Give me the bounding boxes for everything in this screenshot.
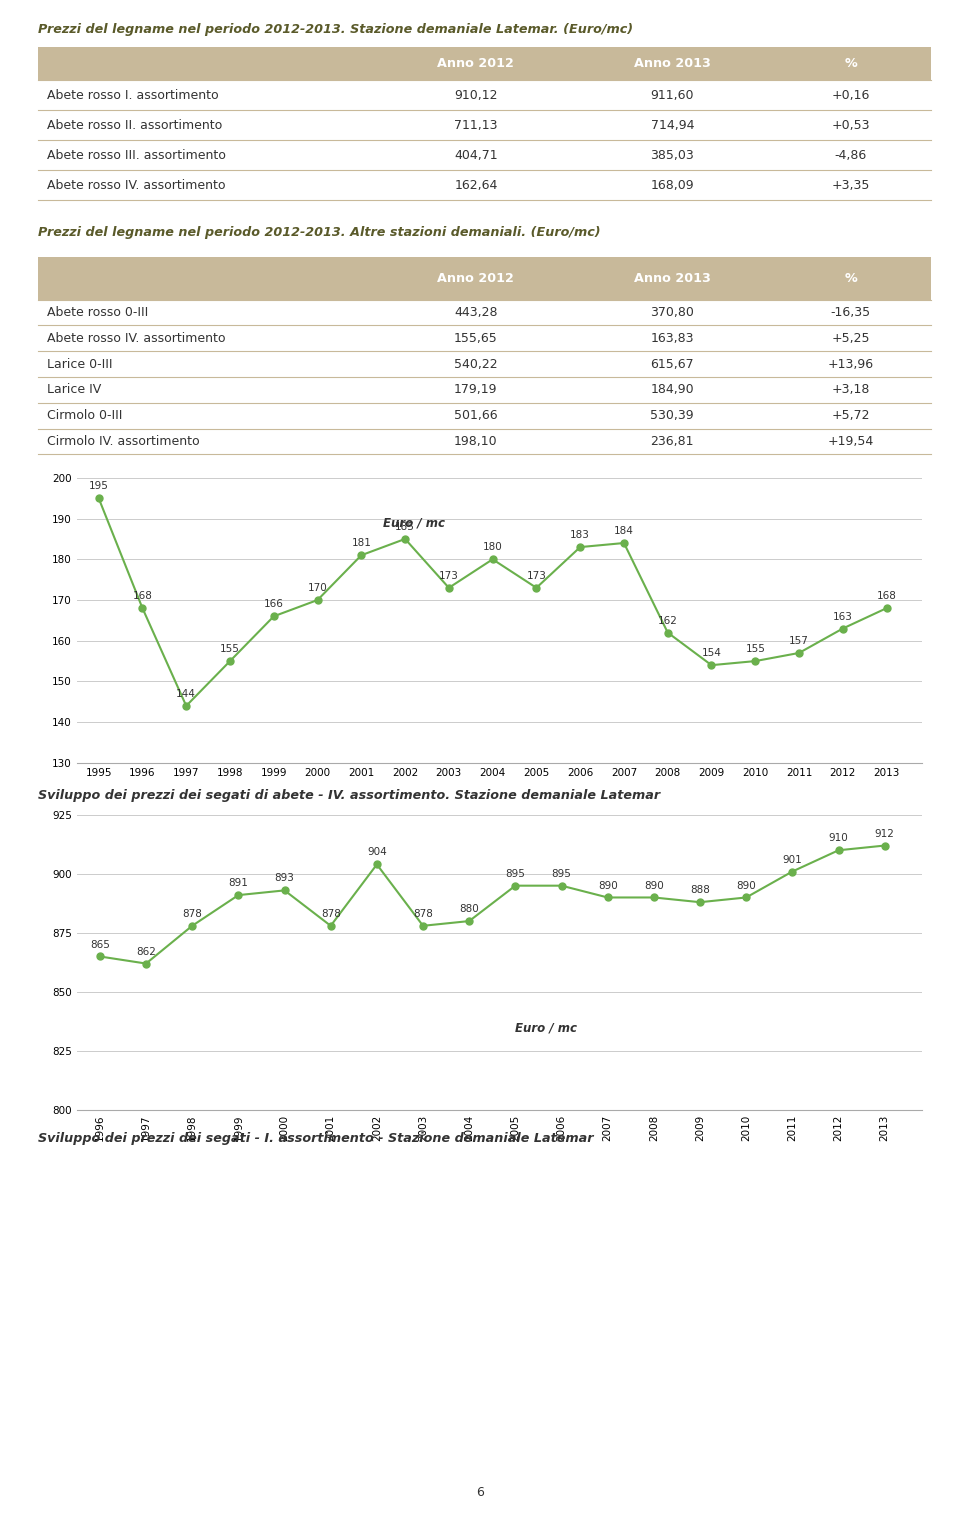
Text: Euro / mc: Euro / mc <box>383 517 445 529</box>
Text: Abete rosso 0-III: Abete rosso 0-III <box>47 307 149 319</box>
Text: 168: 168 <box>876 592 897 601</box>
Text: 540,22: 540,22 <box>454 358 497 371</box>
Text: 890: 890 <box>736 880 756 891</box>
Text: 144: 144 <box>177 689 196 698</box>
Text: 157: 157 <box>789 636 809 647</box>
Text: -4,86: -4,86 <box>835 149 867 162</box>
Text: +0,16: +0,16 <box>831 88 870 102</box>
Text: 155: 155 <box>220 644 240 654</box>
Text: 888: 888 <box>690 884 710 895</box>
Text: 501,66: 501,66 <box>454 409 497 422</box>
Text: 910,12: 910,12 <box>454 88 497 102</box>
Text: +19,54: +19,54 <box>828 435 874 448</box>
Text: 904: 904 <box>367 848 387 857</box>
Text: Abete rosso IV. assortimento: Abete rosso IV. assortimento <box>47 178 226 192</box>
Text: 6: 6 <box>476 1487 484 1499</box>
Text: 893: 893 <box>275 874 295 883</box>
Text: 166: 166 <box>264 599 284 610</box>
Text: 890: 890 <box>598 880 617 891</box>
Text: 890: 890 <box>644 880 663 891</box>
Text: +0,53: +0,53 <box>831 119 870 131</box>
Text: 180: 180 <box>483 543 502 552</box>
Text: 865: 865 <box>90 939 109 950</box>
Text: +13,96: +13,96 <box>828 358 874 371</box>
Text: Euro / mc: Euro / mc <box>516 1022 577 1035</box>
Text: 185: 185 <box>396 522 415 532</box>
Text: 162: 162 <box>658 616 678 625</box>
Text: Cirmolo IV. assortimento: Cirmolo IV. assortimento <box>47 435 200 448</box>
Text: +3,35: +3,35 <box>831 178 870 192</box>
Text: 385,03: 385,03 <box>651 149 694 162</box>
Text: 862: 862 <box>136 947 156 956</box>
Text: Abete rosso I. assortimento: Abete rosso I. assortimento <box>47 88 219 102</box>
Text: Sviluppo dei prezzi dei segati - I. assortimento - Stazione demaniale Latemar: Sviluppo dei prezzi dei segati - I. asso… <box>38 1133 594 1145</box>
Text: Anno 2012: Anno 2012 <box>438 271 515 285</box>
Text: 370,80: 370,80 <box>650 307 694 319</box>
Text: Larice IV: Larice IV <box>47 383 102 396</box>
Text: 181: 181 <box>351 538 372 549</box>
Text: +5,25: +5,25 <box>831 332 870 345</box>
Text: -16,35: -16,35 <box>830 307 871 319</box>
Text: 173: 173 <box>526 570 546 581</box>
Text: Anno 2013: Anno 2013 <box>634 271 710 285</box>
Text: 911,60: 911,60 <box>651 88 694 102</box>
Text: 878: 878 <box>413 909 433 920</box>
Text: 168,09: 168,09 <box>651 178 694 192</box>
Text: +5,72: +5,72 <box>831 409 870 422</box>
Text: 163: 163 <box>833 612 852 622</box>
Text: 163,83: 163,83 <box>651 332 694 345</box>
Text: Abete rosso III. assortimento: Abete rosso III. assortimento <box>47 149 227 162</box>
Text: Prezzi del legname nel periodo 2012-2013. Stazione demaniale Latemar. (Euro/mc): Prezzi del legname nel periodo 2012-2013… <box>38 23 634 37</box>
Text: %: % <box>845 271 857 285</box>
Text: 236,81: 236,81 <box>651 435 694 448</box>
Text: Cirmolo 0-III: Cirmolo 0-III <box>47 409 123 422</box>
Text: 168: 168 <box>132 592 153 601</box>
Text: Anno 2012: Anno 2012 <box>438 56 515 70</box>
Text: 155,65: 155,65 <box>454 332 497 345</box>
Text: 170: 170 <box>307 583 327 593</box>
Text: 880: 880 <box>459 904 479 913</box>
Text: 615,67: 615,67 <box>651 358 694 371</box>
Text: 173: 173 <box>439 570 459 581</box>
Bar <box>38 47 931 81</box>
Text: 443,28: 443,28 <box>454 307 497 319</box>
Text: 198,10: 198,10 <box>454 435 497 448</box>
Text: Larice 0-III: Larice 0-III <box>47 358 113 371</box>
Text: +3,18: +3,18 <box>831 383 870 396</box>
Text: 912: 912 <box>875 828 895 839</box>
Text: Abete rosso II. assortimento: Abete rosso II. assortimento <box>47 119 223 131</box>
Text: 891: 891 <box>228 878 249 888</box>
Text: Abete rosso IV. assortimento: Abete rosso IV. assortimento <box>47 332 226 345</box>
Text: Prezzi del legname nel periodo 2012-2013. Altre stazioni demaniali. (Euro/mc): Prezzi del legname nel periodo 2012-2013… <box>38 226 601 239</box>
Text: 895: 895 <box>552 869 571 878</box>
Text: 910: 910 <box>828 833 849 843</box>
Text: 895: 895 <box>505 869 525 878</box>
Text: 878: 878 <box>182 909 203 920</box>
Text: 711,13: 711,13 <box>454 119 497 131</box>
Text: 901: 901 <box>782 854 803 865</box>
Text: %: % <box>845 56 857 70</box>
Text: 184: 184 <box>614 526 634 537</box>
Text: 404,71: 404,71 <box>454 149 497 162</box>
Text: 162,64: 162,64 <box>454 178 497 192</box>
Text: 184,90: 184,90 <box>651 383 694 396</box>
Text: 179,19: 179,19 <box>454 383 497 396</box>
Text: Anno 2013: Anno 2013 <box>634 56 710 70</box>
Text: 530,39: 530,39 <box>651 409 694 422</box>
Text: 714,94: 714,94 <box>651 119 694 131</box>
Text: 195: 195 <box>88 482 108 491</box>
Text: 183: 183 <box>570 531 590 540</box>
Text: 878: 878 <box>321 909 341 920</box>
Text: 155: 155 <box>745 644 765 654</box>
Bar <box>38 256 931 299</box>
Text: Sviluppo dei prezzi dei segati di abete - IV. assortimento. Stazione demaniale L: Sviluppo dei prezzi dei segati di abete … <box>38 790 660 802</box>
Text: 154: 154 <box>702 648 721 659</box>
